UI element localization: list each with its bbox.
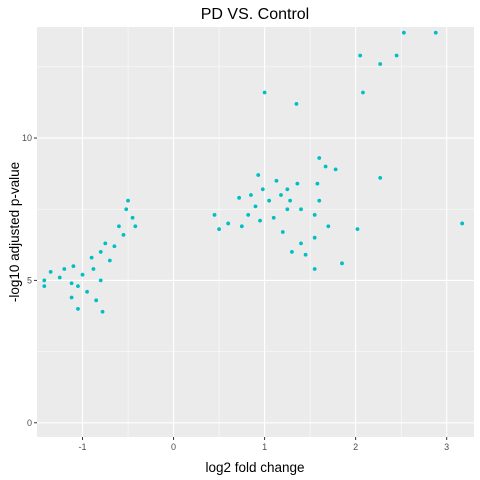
- data-point: [80, 272, 85, 277]
- data-point: [271, 215, 276, 220]
- data-point: [378, 62, 383, 66]
- data-point: [303, 252, 308, 257]
- data-point: [103, 241, 108, 246]
- data-point: [126, 198, 130, 203]
- data-point: [340, 261, 344, 266]
- major-gridlines: [37, 27, 474, 437]
- data-point: [91, 267, 96, 271]
- data-point: [317, 156, 322, 160]
- data-point: [212, 213, 217, 217]
- data-point: [100, 309, 105, 314]
- data-point: [358, 53, 363, 58]
- data-point: [299, 241, 303, 246]
- data-point: [333, 167, 338, 172]
- y-tick-label: 10: [22, 133, 32, 143]
- x-tick-label: 2: [353, 442, 358, 452]
- data-point: [117, 224, 121, 229]
- data-point: [48, 269, 53, 274]
- x-tick-label: -1: [79, 442, 87, 452]
- data-point: [433, 30, 438, 35]
- data-point: [57, 275, 62, 280]
- y-tick-label: 5: [27, 275, 32, 285]
- data-point: [326, 224, 331, 229]
- panel-background: [37, 27, 474, 437]
- minor-gridlines: [37, 27, 474, 437]
- data-point: [294, 101, 299, 106]
- data-point: [42, 284, 47, 288]
- data-point: [253, 204, 258, 209]
- data-point: [267, 198, 272, 203]
- data-point: [130, 215, 135, 220]
- data-point: [94, 298, 99, 303]
- data-point: [260, 187, 265, 192]
- data-point: [290, 250, 294, 254]
- data-point: [85, 289, 89, 294]
- data-point: [239, 224, 244, 229]
- data-point: [62, 267, 67, 271]
- axis-ticks: [34, 137, 448, 440]
- data-point: [249, 193, 253, 197]
- data-point: [285, 207, 290, 212]
- data-point: [246, 213, 251, 217]
- data-point: [274, 178, 279, 183]
- data-point: [394, 53, 399, 58]
- data-point: [315, 181, 320, 186]
- data-point: [378, 176, 383, 180]
- data-point: [312, 213, 317, 217]
- data-point: [98, 250, 103, 254]
- data-point: [355, 227, 360, 232]
- x-axis-label: log2 fold change: [205, 460, 304, 475]
- data-point: [258, 218, 262, 223]
- data-point: [76, 306, 80, 311]
- data-point: [361, 90, 365, 95]
- data-point: [279, 193, 283, 197]
- data-point: [401, 30, 406, 35]
- data-point: [323, 164, 328, 169]
- data-point: [76, 284, 80, 288]
- data-point: [121, 232, 126, 237]
- data-point: [262, 90, 267, 95]
- x-tick-label: 3: [444, 442, 449, 452]
- data-point: [107, 258, 112, 263]
- data-point: [288, 198, 292, 203]
- x-tick-label: 1: [262, 442, 267, 452]
- data-point: [312, 267, 317, 271]
- tick-labels: -1 0 1 2 3 0 5 10: [22, 133, 449, 452]
- data-point: [89, 255, 94, 260]
- data-point: [217, 227, 221, 232]
- data-point: [69, 295, 74, 300]
- data-point: [299, 207, 303, 212]
- y-tick-label: 0: [27, 418, 32, 428]
- y-axis-label: -log10 adjusted p-value: [7, 162, 22, 302]
- data-point: [98, 278, 103, 283]
- data-point: [112, 244, 117, 249]
- data-point: [295, 181, 300, 186]
- data-point: [71, 264, 76, 269]
- data-points: [42, 30, 465, 314]
- data-point: [226, 221, 231, 226]
- chart-title: PD VS. Control: [201, 6, 309, 23]
- data-point: [460, 221, 465, 226]
- data-point: [237, 195, 242, 200]
- data-point: [280, 230, 285, 234]
- data-point: [69, 281, 74, 286]
- data-point: [317, 198, 322, 203]
- data-point: [285, 187, 290, 192]
- x-tick-label: 0: [171, 442, 176, 452]
- data-point: [133, 224, 138, 229]
- data-point: [124, 207, 129, 212]
- data-point: [42, 278, 47, 283]
- data-point: [256, 173, 261, 177]
- data-point: [312, 235, 317, 240]
